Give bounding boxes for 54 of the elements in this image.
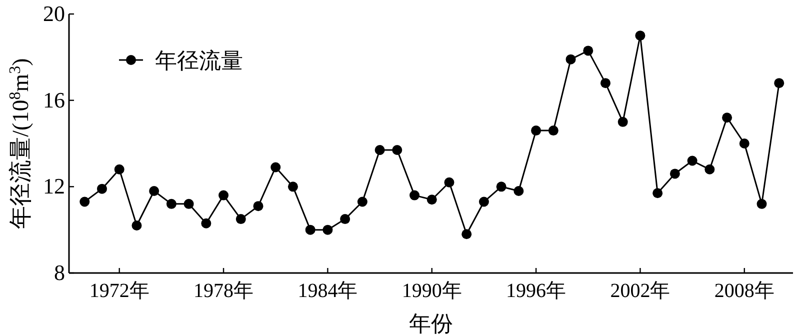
point [305, 224, 316, 235]
point [739, 138, 750, 148]
point [426, 194, 437, 205]
x-tick-label: 2002年 [610, 280, 670, 302]
y-tick-label: 16 [43, 87, 65, 112]
point [687, 156, 698, 166]
point [618, 116, 628, 127]
point [548, 126, 558, 136]
x-tick-label: 1990年 [402, 280, 462, 302]
point [184, 198, 194, 209]
point [96, 184, 107, 194]
point [374, 144, 385, 155]
point [514, 186, 524, 196]
point [722, 112, 732, 123]
point [670, 168, 680, 179]
point [635, 30, 646, 41]
point [236, 214, 246, 224]
point [80, 196, 90, 207]
point [218, 190, 229, 200]
x-axis-title: 年份 [409, 311, 453, 336]
point [270, 162, 281, 172]
point [340, 214, 350, 224]
point [166, 198, 176, 209]
x-tick-label: 1984年 [298, 280, 358, 302]
x-tick-label: 1978年 [194, 280, 254, 302]
x-tick-label: 2008年 [714, 280, 774, 302]
point [149, 186, 160, 196]
point [410, 190, 420, 200]
point [566, 54, 576, 64]
point [756, 198, 767, 209]
y-tick-label: 12 [43, 174, 65, 199]
point [774, 78, 784, 88]
y-tick-label: 8 [54, 260, 65, 285]
legend-label: 年径流量 [155, 48, 243, 73]
point [201, 218, 212, 228]
point [583, 46, 594, 56]
point [288, 182, 298, 192]
point [444, 177, 454, 188]
point [114, 164, 124, 174]
point [600, 78, 610, 88]
point [357, 196, 368, 207]
point [253, 201, 264, 212]
point [132, 220, 142, 231]
point [531, 126, 542, 136]
point [462, 229, 472, 240]
point [392, 144, 402, 155]
x-tick-label: 1972年 [89, 280, 150, 302]
point [322, 224, 333, 235]
x-tick-label: 1996年 [506, 280, 566, 302]
point [478, 196, 489, 207]
point [652, 188, 663, 198]
point [704, 164, 715, 174]
y-tick-label: 20 [43, 1, 65, 26]
point [496, 182, 506, 192]
